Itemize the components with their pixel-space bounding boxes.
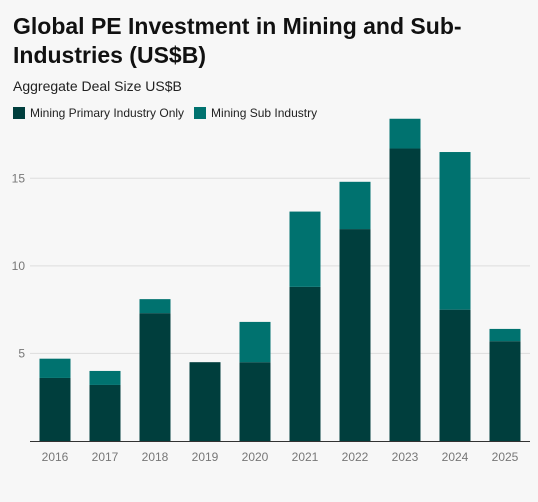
legend-item-sub[interactable]: Mining Sub Industry <box>194 106 317 120</box>
legend-label-sub: Mining Sub Industry <box>211 106 318 120</box>
bar-sub-2021[interactable] <box>289 211 321 287</box>
x-tick-label-2024: 2024 <box>442 450 469 464</box>
x-tick-label-2022: 2022 <box>342 450 369 464</box>
bar-sub-2016[interactable] <box>39 358 71 378</box>
bar-sub-2020[interactable] <box>239 321 271 363</box>
bar-sub-2024[interactable] <box>439 152 471 310</box>
legend-label-primary: Mining Primary Industry Only <box>30 106 185 120</box>
bar-sub-2017[interactable] <box>89 370 121 385</box>
bar-sub-2023[interactable] <box>389 118 421 149</box>
chart-title: Global PE Investment in Mining and Sub-I… <box>13 13 462 68</box>
bar-primary-2018[interactable] <box>139 313 171 441</box>
x-tick-label-2020: 2020 <box>242 450 269 464</box>
legend-swatch-sub <box>194 107 207 119</box>
bar-primary-2025[interactable] <box>489 341 521 441</box>
bar-sub-2018[interactable] <box>139 299 171 314</box>
chart-legend: Mining Primary Industry Only Mining Sub … <box>13 106 327 120</box>
bar-primary-2021[interactable] <box>289 286 321 441</box>
bar-primary-2017[interactable] <box>89 384 121 441</box>
x-tick-label-2025: 2025 <box>492 450 519 464</box>
x-tick-label-2017: 2017 <box>92 450 119 464</box>
chart-subtitle: Aggregate Deal Size US$B <box>13 78 182 94</box>
bar-primary-2022[interactable] <box>339 229 371 441</box>
bar-primary-2020[interactable] <box>239 362 271 441</box>
y-tick-label-15: 15 <box>12 171 26 185</box>
x-tick-label-2018: 2018 <box>142 450 169 464</box>
x-tick-label-2016: 2016 <box>42 450 69 464</box>
x-tick-label-2021: 2021 <box>292 450 319 464</box>
bar-primary-2019[interactable] <box>189 362 221 441</box>
bar-primary-2023[interactable] <box>389 148 421 441</box>
y-tick-label-5: 5 <box>18 346 25 360</box>
legend-swatch-primary <box>13 107 25 119</box>
bar-sub-2025[interactable] <box>489 328 521 342</box>
bar-primary-2016[interactable] <box>39 377 71 441</box>
y-tick-label-10: 10 <box>12 259 26 273</box>
bar-sub-2022[interactable] <box>339 181 371 230</box>
legend-item-primary[interactable]: Mining Primary Industry Only <box>13 106 184 120</box>
x-tick-label-2023: 2023 <box>392 450 419 464</box>
x-tick-label-2019: 2019 <box>192 450 219 464</box>
bar-primary-2024[interactable] <box>439 309 471 441</box>
